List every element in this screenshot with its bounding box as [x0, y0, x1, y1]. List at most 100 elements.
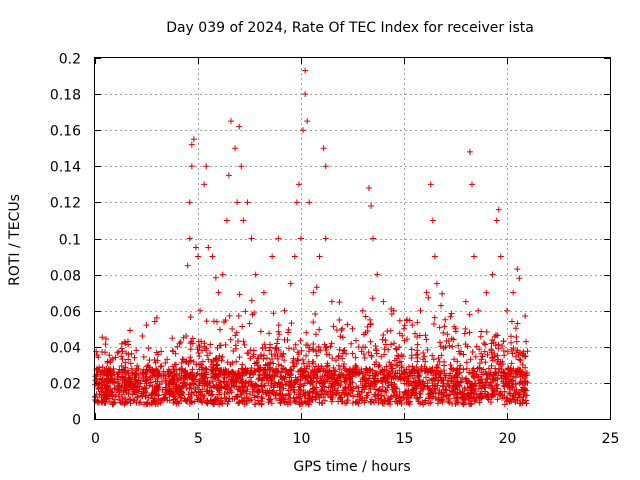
data-point	[235, 400, 242, 407]
data-point	[340, 387, 347, 394]
chart-title: Day 039 of 2024, Rate Of TEC Index for r…	[166, 20, 534, 36]
data-point	[251, 367, 258, 374]
data-point	[514, 347, 521, 354]
data-point	[278, 384, 285, 391]
data-point	[184, 396, 191, 403]
data-point	[110, 400, 117, 407]
data-point	[216, 401, 223, 408]
data-point	[461, 330, 468, 337]
data-point	[139, 370, 146, 377]
data-point	[151, 383, 158, 390]
data-point	[460, 366, 467, 373]
data-point	[367, 385, 374, 392]
data-point	[96, 391, 103, 398]
data-point	[289, 359, 296, 366]
data-point	[414, 377, 421, 384]
data-point	[339, 325, 346, 332]
data-point	[304, 118, 311, 125]
data-point	[148, 391, 155, 398]
data-point	[342, 400, 349, 407]
data-point	[121, 401, 128, 408]
data-point	[290, 346, 297, 353]
plot-frame	[94, 57, 611, 420]
data-point	[501, 369, 508, 376]
data-point	[458, 348, 465, 355]
data-point	[517, 400, 524, 407]
data-point	[391, 373, 398, 380]
data-point	[464, 343, 471, 350]
data-point	[336, 317, 343, 324]
data-point	[313, 284, 320, 291]
data-point	[353, 364, 360, 371]
data-point	[442, 372, 449, 379]
data-point	[373, 350, 380, 357]
data-point	[210, 399, 217, 406]
data-point	[421, 368, 428, 375]
data-point	[469, 349, 476, 356]
data-point	[250, 351, 257, 358]
data-point	[508, 339, 515, 346]
data-point	[368, 396, 375, 403]
data-point	[149, 369, 156, 376]
data-point	[494, 385, 501, 392]
data-point	[330, 364, 337, 371]
data-point	[491, 371, 498, 378]
data-point	[519, 387, 526, 394]
data-point	[252, 271, 259, 278]
data-point	[294, 376, 301, 383]
data-point	[391, 340, 398, 347]
data-point	[132, 370, 139, 377]
data-point	[405, 363, 412, 370]
data-point	[279, 366, 286, 373]
data-point	[152, 359, 159, 366]
data-point	[437, 368, 444, 375]
data-point	[424, 346, 431, 353]
data-point	[414, 334, 421, 341]
data-point	[242, 366, 249, 373]
data-point	[427, 399, 434, 406]
data-point	[118, 391, 125, 398]
data-point	[476, 346, 483, 353]
data-point	[121, 377, 128, 384]
data-point	[433, 280, 440, 287]
data-point	[130, 389, 137, 396]
data-point	[427, 181, 434, 188]
data-point	[297, 391, 304, 398]
data-point	[209, 253, 216, 260]
data-point	[106, 352, 113, 359]
data-point	[514, 320, 521, 327]
data-point	[369, 295, 376, 302]
data-point	[162, 384, 169, 391]
data-point	[323, 363, 330, 370]
data-point	[119, 395, 126, 402]
data-point	[203, 163, 210, 170]
data-point	[367, 338, 374, 345]
data-point	[115, 348, 122, 355]
data-point	[343, 367, 350, 374]
data-point	[312, 348, 319, 355]
data-point	[172, 350, 179, 357]
data-point	[196, 353, 203, 360]
data-point	[321, 397, 328, 404]
data-point	[192, 386, 199, 393]
data-point	[162, 360, 169, 367]
data-point	[111, 385, 118, 392]
data-point	[427, 390, 434, 397]
data-point	[285, 329, 292, 336]
data-point	[329, 391, 336, 398]
data-point	[457, 389, 464, 396]
data-point	[378, 353, 385, 360]
data-point	[388, 382, 395, 389]
data-point	[362, 376, 369, 383]
data-point	[429, 367, 436, 374]
data-point	[125, 356, 132, 363]
data-point	[268, 400, 275, 407]
y-tick-label: 0.1	[59, 233, 81, 249]
data-point	[125, 341, 132, 348]
data-point	[261, 352, 268, 359]
data-point	[362, 313, 369, 320]
data-point	[450, 366, 457, 373]
data-point	[227, 118, 234, 125]
data-point	[338, 327, 345, 334]
data-point	[296, 401, 303, 408]
